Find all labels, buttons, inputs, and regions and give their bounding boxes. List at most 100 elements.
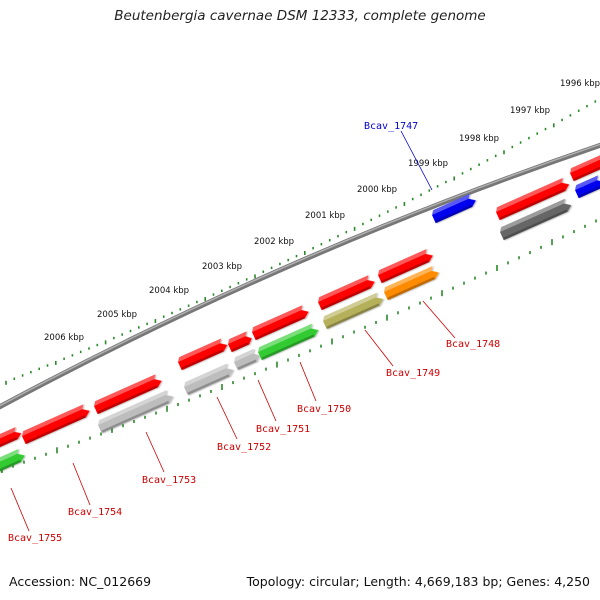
scale-major-tick [441, 290, 443, 297]
kbp-label: 2006 kbp [44, 333, 84, 343]
scale-minor-tick [155, 411, 157, 415]
gene-label-leader [422, 300, 456, 339]
kbp-minor-tick [63, 357, 65, 360]
gene-arrow-bcav-1750[interactable] [256, 322, 320, 361]
gene-arrow[interactable] [250, 304, 310, 341]
kbp-minor-tick [494, 154, 497, 158]
scale-minor-tick [89, 436, 91, 440]
kbp-minor-tick [196, 300, 198, 304]
gene-arrow-bcav-1749[interactable] [321, 291, 385, 330]
kbp-minor-tick [536, 132, 538, 135]
kbp-minor-tick [370, 218, 372, 222]
kbp-minor-tick [569, 114, 572, 117]
scale-major-tick [276, 361, 278, 368]
gene-label[interactable]: Bcav_1754 [68, 507, 122, 518]
gene-label[interactable]: Bcav_1749 [386, 368, 440, 379]
kbp-minor-tick [470, 167, 472, 171]
scale-minor-tick [232, 381, 234, 385]
kbp-minor-tick [586, 104, 588, 108]
scale-minor-tick [309, 349, 311, 353]
gene-arrow[interactable] [20, 403, 91, 445]
kbp-major-tick [353, 226, 356, 231]
kbp-minor-tick [345, 230, 348, 234]
kbp-minor-tick [395, 206, 397, 209]
kbp-minor-tick [212, 293, 215, 296]
kbp-minor-tick [30, 370, 32, 374]
gene-arrow[interactable] [494, 177, 571, 221]
gene-arrow-bcav-1751[interactable] [232, 348, 261, 371]
gene-arrow[interactable] [226, 331, 253, 353]
gene-arrow[interactable] [92, 373, 163, 415]
scale-minor-tick [265, 367, 267, 371]
kbp-major-tick [104, 340, 107, 345]
scale-minor-tick [23, 460, 25, 464]
scale-minor-tick [375, 320, 377, 324]
kbp-dotted-scale [5, 100, 597, 385]
kbp-minor-tick [362, 222, 364, 226]
scale-major-tick [221, 384, 223, 391]
scale-minor-tick [474, 276, 476, 280]
kbp-minor-tick [337, 234, 339, 238]
kbp-label: 2005 kbp [97, 310, 137, 320]
kbp-minor-tick [138, 326, 140, 329]
gene-arrow[interactable] [498, 197, 573, 241]
scale-minor-tick [210, 389, 212, 393]
gene-label[interactable]: Bcav_1753 [142, 475, 196, 486]
kbp-minor-tick [21, 374, 24, 377]
scale-minor-tick [78, 440, 80, 444]
scale-major-tick [111, 426, 113, 433]
kbp-minor-tick [420, 193, 422, 196]
kbp-minor-tick [312, 246, 314, 250]
kbp-label: 2002 kbp [254, 237, 294, 247]
gene-arrow[interactable] [376, 248, 434, 284]
kbp-major-tick [453, 176, 455, 181]
scale-minor-tick [452, 286, 454, 290]
gene-arrow-bcav-1753[interactable] [96, 389, 174, 434]
gene-label[interactable]: Bcav_1755 [8, 533, 62, 544]
kbp-minor-tick [378, 214, 381, 217]
scale-minor-tick [529, 251, 531, 255]
kbp-minor-tick [411, 197, 414, 201]
kbp-minor-tick [38, 367, 40, 371]
gene-label[interactable]: Bcav_1747 [364, 121, 418, 132]
kbp-minor-tick [270, 266, 273, 270]
kbp-major-tick [403, 202, 406, 207]
gene-arrow-bcav-1748[interactable] [382, 265, 440, 301]
kbp-minor-tick [162, 315, 165, 318]
kbp-major-tick [5, 380, 7, 385]
gene-arrow[interactable] [0, 426, 23, 449]
kbp-minor-tick [461, 172, 464, 175]
accession-label: Accession: NC_012669 [9, 574, 152, 589]
scale-major-tick [56, 447, 58, 454]
scale-minor-tick [34, 456, 36, 460]
gene-labels: Bcav_1747 Bcav_1748 Bcav_1749 Bcav_1750 Bcav… [8, 121, 500, 544]
kbp-label: 1997 kbp [510, 106, 550, 116]
kbp-label: 2001 kbp [305, 211, 345, 221]
kbp-minor-tick [594, 100, 597, 103]
kbp-minor-tick [511, 145, 514, 149]
scale-minor-tick [562, 235, 564, 239]
scale-minor-tick [419, 301, 421, 305]
scale-minor-tick [507, 261, 509, 265]
scale-minor-tick [353, 330, 355, 334]
gene-arrow[interactable] [568, 153, 600, 182]
kbp-minor-tick [519, 141, 522, 144]
gene-arrow[interactable] [316, 274, 376, 311]
gene-arrow[interactable] [573, 174, 600, 199]
kbp-minor-tick [13, 377, 16, 380]
gene-arrow-bcav-1752[interactable] [182, 362, 235, 396]
gene-arrow[interactable] [176, 337, 229, 371]
scale-minor-tick [67, 444, 69, 448]
scale-minor-tick [540, 245, 542, 249]
kbp-major-tick [304, 250, 306, 255]
gene-arrow-bcav-1747[interactable] [430, 193, 477, 224]
kbp-minor-tick [262, 270, 265, 273]
kbp-minor-tick [71, 354, 74, 357]
gene-label[interactable]: Bcav_1750 [297, 404, 351, 415]
gene-label[interactable]: Bcav_1751 [256, 424, 310, 435]
gene-arrow-bcav-1755[interactable] [0, 448, 27, 475]
gene-label[interactable]: Bcav_1748 [446, 339, 500, 350]
gene-label[interactable]: Bcav_1752 [217, 442, 271, 453]
kbp-minor-tick [237, 282, 240, 285]
page-title: Beutenbergia cavernae DSM 12333, complet… [114, 8, 486, 24]
